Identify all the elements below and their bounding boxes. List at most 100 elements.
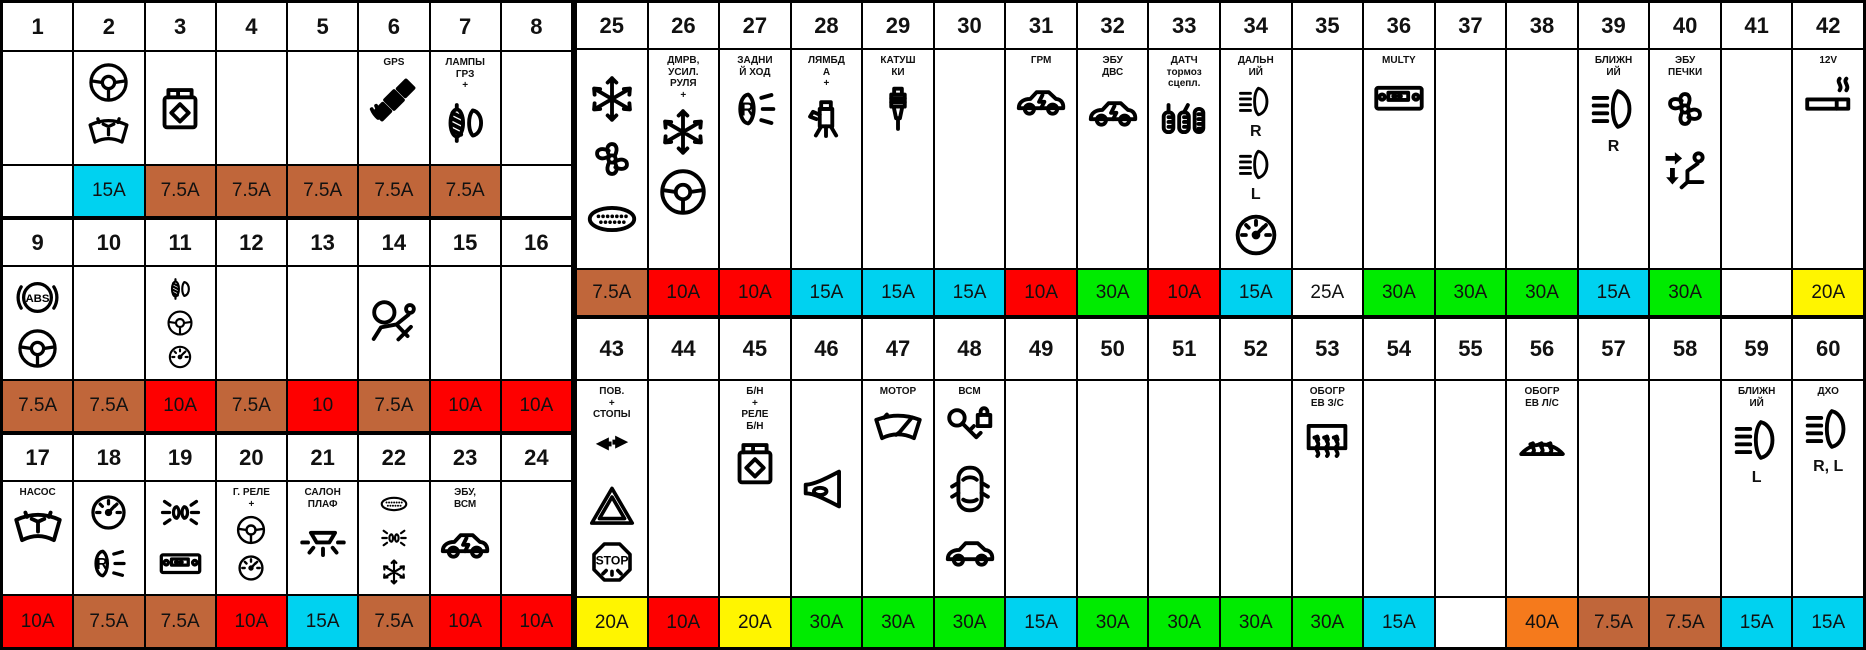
headlight-icon: R, L (1799, 400, 1857, 476)
fuse-function-20: Г. РЕЛЕ + (216, 482, 286, 594)
fuse-function-57 (1578, 381, 1649, 596)
fuse-number-23: 23 (430, 433, 500, 480)
fuse-function-46 (791, 381, 862, 596)
fuse-number-28: 28 (791, 3, 862, 48)
fuse-number-16: 16 (501, 218, 571, 265)
fuse-number-57: 57 (1578, 317, 1649, 379)
fuse-rating-3: 7.5A (145, 166, 215, 216)
fuse-label-45: Б/Н + РЕЛЕ Б/Н (741, 386, 769, 432)
fuse-label-47: МОТОР (879, 386, 917, 397)
fuse-number-35: 35 (1292, 3, 1363, 48)
steering-wheel-icon (13, 324, 62, 373)
fuse-rating-8 (501, 166, 571, 216)
reverse-lamp-icon: R (726, 80, 784, 138)
fuse-function-48: ВСМ (934, 381, 1005, 596)
fuse-number-55: 55 (1435, 317, 1506, 379)
fuse-number-51: 51 (1149, 317, 1219, 379)
windshield-washer-icon (84, 109, 133, 158)
fuse-function-43: ПОВ. + СТОПЫ STOP (577, 381, 647, 596)
fuse-number-54: 54 (1364, 317, 1434, 379)
fuse-function-52 (1221, 381, 1291, 596)
dome-light-icon (294, 512, 352, 570)
fuse-function-14 (359, 267, 429, 379)
fuse-function-56: ОБОГР ЕВ Л/С (1507, 381, 1577, 596)
fuse-function-39: БЛИЖН ИЙ R (1578, 50, 1649, 268)
gauge-icon (164, 341, 196, 373)
fuse-function-30 (934, 50, 1005, 268)
airbag-icon (365, 294, 423, 352)
fuse-function-29: КАТУШ КИ (863, 50, 933, 268)
fuse-function-54 (1364, 381, 1434, 596)
icon-caption-39: R (1607, 138, 1620, 155)
snowflake-icon (654, 103, 712, 161)
fuse-number-25: 25 (577, 3, 647, 48)
fuse-number-24: 24 (501, 433, 571, 480)
fuse-label-53: ОБОГР ЕВ З/С (1309, 386, 1345, 409)
fuse-number-32: 32 (1077, 3, 1148, 48)
fuse-rating-49: 15A (1006, 598, 1076, 647)
fuse-rating-36: 30A (1364, 270, 1434, 315)
fuse-rating-39: 15A (1578, 270, 1649, 315)
fuse-rating-43: 20A (577, 598, 647, 647)
fuse-label-56: ОБОГР ЕВ Л/С (1524, 386, 1560, 409)
reverse-lamp-icon: R (84, 539, 133, 588)
fuse-rating-4: 7.5A (216, 166, 286, 216)
fuse-function-60: ДХО R, L (1793, 381, 1863, 596)
fuse-number-46: 46 (791, 317, 862, 379)
fuse-number-48: 48 (934, 317, 1005, 379)
fuse-rating-41 (1721, 270, 1792, 315)
fuse-rating-29: 15A (863, 270, 933, 315)
fuse-number-45: 45 (720, 317, 790, 379)
fuse-function-36: MULTY (1364, 50, 1434, 268)
fuse-function-33: ДАТЧ тормоз сцепл. (1149, 50, 1219, 268)
fuse-rating-57: 7.5A (1578, 598, 1649, 647)
fuse-label-32: ЭБУ ДВС (1102, 55, 1124, 78)
windshield-washer-icon (9, 501, 67, 559)
fuse-rating-38: 30A (1507, 270, 1577, 315)
fuse-label-39: БЛИЖН ИЙ (1594, 55, 1633, 78)
fuse-function-47: МОТОР (863, 381, 933, 596)
fuse-function-45: Б/Н + РЕЛЕ Б/Н (720, 381, 790, 596)
fuse-function-42: 12V (1793, 50, 1863, 268)
headlight-icon: L (1728, 411, 1786, 487)
steering-wheel-icon (84, 58, 133, 107)
fuse-rating-21: 15A (288, 596, 358, 647)
fuse-rating-20: 10A (216, 596, 286, 647)
icon-caption-34: R (1249, 123, 1262, 140)
fuse-rating-16: 10A (501, 381, 571, 431)
fuse-rating-23: 10A (430, 596, 500, 647)
fuse-function-5 (288, 52, 358, 164)
fuse-number-27: 27 (720, 3, 790, 48)
gauge-icon (233, 550, 269, 586)
injector-icon (797, 92, 855, 150)
spark-plug-icon (869, 80, 927, 138)
fuse-number-30: 30 (934, 3, 1005, 48)
jerrycan-icon (151, 79, 209, 137)
fuse-function-37 (1435, 50, 1506, 268)
fuse-number-50: 50 (1077, 317, 1148, 379)
headlight-icon: R (1234, 80, 1277, 141)
position-lamps-icon (378, 522, 410, 554)
fuse-number-22: 22 (359, 433, 429, 480)
fuse-rating-17: 10A (3, 596, 73, 647)
fuse-function-12 (216, 267, 286, 379)
fuse-function-44 (648, 381, 719, 596)
fuse-rating-32: 30A (1077, 270, 1148, 315)
fuse-label-33: ДАТЧ тормоз сцепл. (1166, 55, 1202, 89)
fuse-rating-9: 7.5A (3, 381, 73, 431)
fuse-number-44: 44 (648, 317, 719, 379)
fuse-label-59: БЛИЖН ИЙ (1737, 386, 1776, 409)
fuse-rating-24: 10A (501, 596, 571, 647)
fuse-rating-22: 7.5A (359, 596, 429, 647)
fuse-label-31: ГРМ (1030, 55, 1052, 66)
svg-text:ABS: ABS (26, 293, 50, 305)
horn-icon (797, 460, 855, 518)
fuse-number-41: 41 (1721, 3, 1792, 48)
fuse-function-25 (577, 50, 647, 268)
fuse-number-60: 60 (1793, 317, 1863, 379)
fuse-function-49 (1006, 381, 1076, 596)
fuse-number-38: 38 (1507, 3, 1577, 48)
fuse-label-43: ПОВ. + СТОПЫ (592, 386, 631, 420)
fuse-function-58 (1650, 381, 1720, 596)
